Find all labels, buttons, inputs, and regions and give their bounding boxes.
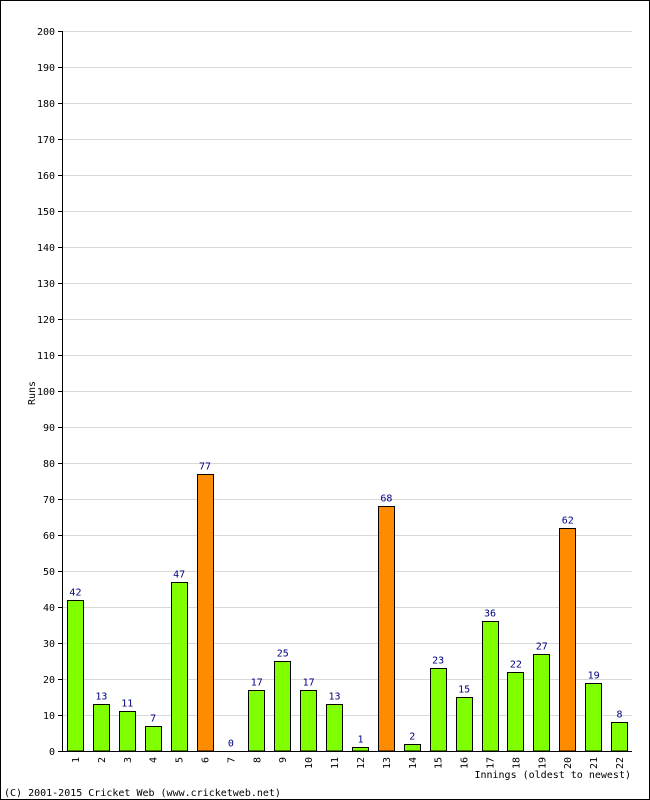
y-tick-label: 40 bbox=[43, 603, 55, 614]
bar-innings-13 bbox=[378, 506, 395, 752]
y-tick-label: 130 bbox=[37, 279, 55, 290]
y-tick-label: 0 bbox=[49, 747, 55, 758]
bar-innings-10 bbox=[300, 690, 317, 752]
y-tick-label: 190 bbox=[37, 63, 55, 74]
x-tick-label: 6 bbox=[201, 757, 212, 763]
value-label: 0 bbox=[228, 739, 234, 750]
bars bbox=[67, 474, 628, 752]
value-label: 1 bbox=[357, 735, 363, 746]
bar-innings-16 bbox=[456, 697, 473, 752]
x-tick-label: 3 bbox=[123, 757, 134, 763]
bar-innings-6 bbox=[197, 474, 214, 752]
x-tick-label: 18 bbox=[511, 757, 522, 769]
bar-innings-4 bbox=[145, 726, 162, 752]
value-label: 68 bbox=[380, 494, 392, 505]
bar-innings-14 bbox=[404, 744, 421, 752]
value-label: 62 bbox=[562, 516, 574, 527]
value-label: 25 bbox=[277, 649, 289, 660]
x-tick-label: 4 bbox=[149, 757, 160, 763]
value-label: 47 bbox=[173, 570, 185, 581]
y-tick-label: 110 bbox=[37, 351, 55, 362]
y-tick-label: 50 bbox=[43, 567, 55, 578]
bar-innings-20 bbox=[559, 528, 576, 752]
y-tick-label: 70 bbox=[43, 495, 55, 506]
x-tick-label: 11 bbox=[330, 757, 341, 769]
x-tick-label: 5 bbox=[175, 757, 186, 763]
grid-lines bbox=[62, 31, 632, 716]
bar-innings-15 bbox=[430, 668, 447, 752]
bar-innings-12 bbox=[352, 747, 369, 752]
x-tick-label: 21 bbox=[589, 757, 600, 769]
value-label: 11 bbox=[121, 699, 133, 710]
y-tick-label: 140 bbox=[37, 243, 55, 254]
value-labels: 42 13 11 7 47 77 0 17 25 17 13 1 68 2 23 15 36 22 27 62 19 8 bbox=[69, 462, 622, 750]
x-tick-label: 2 bbox=[97, 757, 108, 763]
value-label: 8 bbox=[617, 710, 623, 721]
y-tick-label: 60 bbox=[43, 531, 55, 542]
value-label: 17 bbox=[251, 678, 263, 689]
x-tick-label: 17 bbox=[486, 757, 497, 769]
x-tick-label: 1 bbox=[71, 757, 82, 763]
bar-innings-22 bbox=[611, 722, 628, 752]
value-label: 13 bbox=[95, 692, 107, 703]
value-label: 13 bbox=[329, 692, 341, 703]
y-tick-label: 10 bbox=[43, 711, 55, 722]
x-tick-label: 8 bbox=[252, 757, 263, 763]
x-tick-label: 7 bbox=[226, 757, 237, 763]
value-label: 2 bbox=[409, 732, 415, 743]
value-label: 19 bbox=[588, 671, 600, 682]
value-label: 15 bbox=[458, 685, 470, 696]
y-tick-label: 170 bbox=[37, 135, 55, 146]
value-label: 23 bbox=[432, 656, 444, 667]
y-tick-label: 100 bbox=[37, 387, 55, 398]
x-tick-label: 15 bbox=[434, 757, 445, 769]
y-axis-ticks: 0 10 20 30 40 50 60 70 80 90 100 110 120 130 140 150 160… bbox=[37, 27, 62, 758]
bar-innings-1 bbox=[67, 600, 84, 752]
y-tick-label: 120 bbox=[37, 315, 55, 326]
y-tick-label: 20 bbox=[43, 675, 55, 686]
x-tick-label: 10 bbox=[304, 757, 315, 769]
bar-innings-21 bbox=[585, 683, 602, 752]
bar-innings-9 bbox=[274, 661, 291, 752]
y-tick-label: 80 bbox=[43, 459, 55, 470]
y-tick-label: 30 bbox=[43, 639, 55, 650]
bar-innings-5 bbox=[171, 582, 188, 752]
y-tick-label: 160 bbox=[37, 171, 55, 182]
bar-innings-2 bbox=[93, 704, 110, 752]
bar-innings-17 bbox=[482, 621, 499, 752]
bar-innings-18 bbox=[507, 672, 524, 752]
y-tick-label: 200 bbox=[37, 27, 55, 38]
x-tick-label: 9 bbox=[278, 757, 289, 763]
x-tick-label: 16 bbox=[460, 757, 471, 769]
bar-innings-11 bbox=[326, 704, 343, 752]
x-axis-title: Innings (oldest to newest) bbox=[474, 770, 631, 781]
copyright-footer: (C) 2001-2015 Cricket Web (www.cricketwe… bbox=[4, 788, 281, 799]
x-tick-label: 12 bbox=[356, 757, 367, 769]
x-tick-label: 20 bbox=[563, 757, 574, 769]
y-axis-title: Runs bbox=[27, 381, 38, 405]
value-label: 77 bbox=[199, 462, 211, 473]
value-label: 22 bbox=[510, 660, 522, 671]
x-tick-label: 19 bbox=[537, 757, 548, 769]
value-label: 7 bbox=[150, 714, 156, 725]
y-tick-label: 180 bbox=[37, 99, 55, 110]
x-tick-label: 14 bbox=[408, 757, 419, 769]
bar-innings-19 bbox=[533, 654, 550, 752]
bar-innings-3 bbox=[119, 711, 136, 752]
x-axis-ticks: 1 2 3 4 5 6 7 8 9 10 11 12 13 14 15 16 17 18 19 20 21 22 bbox=[71, 757, 626, 769]
bar-innings-8 bbox=[248, 690, 265, 752]
x-tick-label: 13 bbox=[382, 757, 393, 769]
value-label: 42 bbox=[69, 588, 81, 599]
value-label: 17 bbox=[303, 678, 315, 689]
y-tick-label: 90 bbox=[43, 423, 55, 434]
value-label: 36 bbox=[484, 609, 496, 620]
value-label: 27 bbox=[536, 642, 548, 653]
x-tick-label: 22 bbox=[615, 757, 626, 769]
y-tick-label: 150 bbox=[37, 207, 55, 218]
